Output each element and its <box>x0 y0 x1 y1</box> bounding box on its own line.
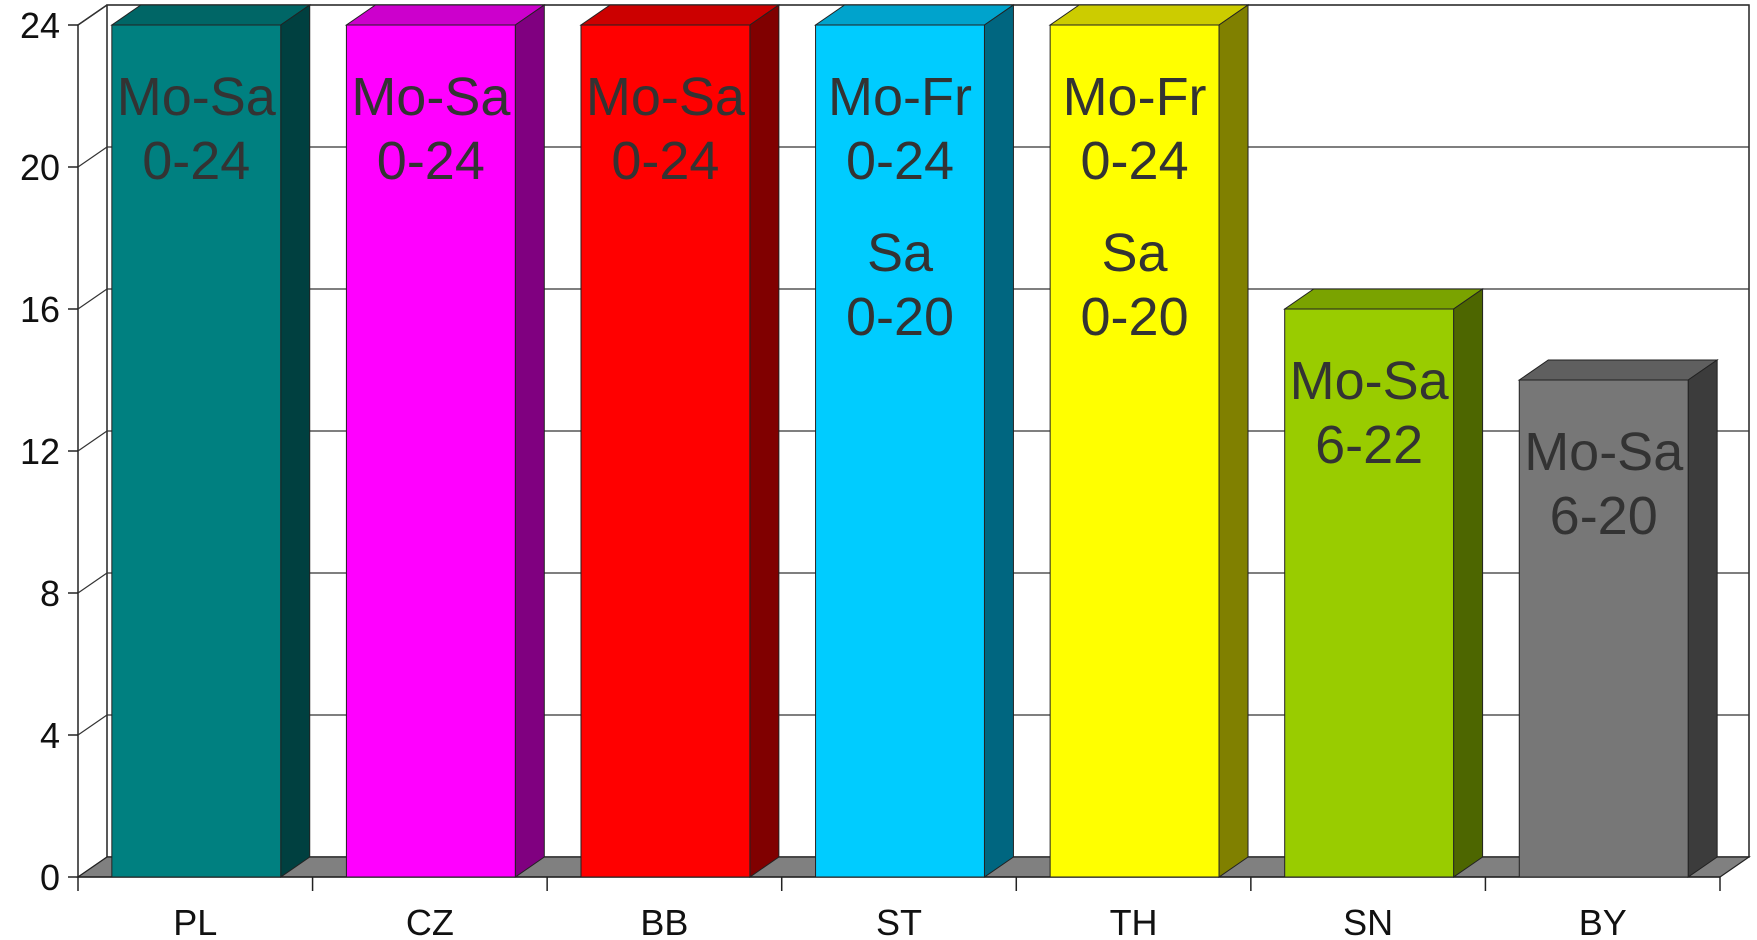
bar-data-label: 0-20 <box>846 287 954 347</box>
gridline-side <box>77 572 108 594</box>
gridline-side <box>77 430 108 452</box>
bar-data-label: Mo-Fr <box>1063 67 1207 127</box>
bar-top <box>344 4 546 26</box>
bar-top <box>1283 288 1485 310</box>
y-tick-label: 4 <box>40 715 60 756</box>
x-category-label: ST <box>876 902 922 940</box>
bar-top <box>1048 4 1250 26</box>
bar-data-label: Mo-Sa <box>1290 351 1450 411</box>
bar-data-label: 0-20 <box>1081 287 1189 347</box>
x-category-label: BY <box>1579 902 1627 940</box>
gridline-side <box>77 714 108 736</box>
bar-side <box>1687 359 1718 878</box>
bar <box>345 24 516 878</box>
bar-top <box>1517 359 1719 381</box>
bar-data-label: 0-24 <box>377 131 485 191</box>
bar-top <box>579 4 781 26</box>
x-category-label: CZ <box>406 902 454 940</box>
gridline-side <box>77 146 108 168</box>
bar-data-label: Mo-Sa <box>1524 422 1684 482</box>
bar-side <box>1453 288 1484 878</box>
bar-data-label: 0-24 <box>611 131 719 191</box>
bar <box>1284 308 1455 878</box>
bar-data-label: 6-20 <box>1550 486 1658 546</box>
bar-data-label: Mo-Sa <box>117 67 277 127</box>
bar <box>580 24 751 878</box>
x-category-label: BB <box>640 902 688 940</box>
bar-side <box>280 4 311 878</box>
y-tick-label: 16 <box>20 289 60 330</box>
bar-data-label: 0-24 <box>846 131 954 191</box>
bar-data-label: Mo-Sa <box>351 67 511 127</box>
x-category-label: PL <box>173 902 217 940</box>
bar <box>815 24 985 878</box>
bar <box>1518 379 1689 878</box>
bar-top <box>110 4 312 26</box>
bar-data-label: 0-24 <box>142 131 250 191</box>
bar-data-label: 0-24 <box>1081 131 1189 191</box>
bar-side <box>1218 4 1249 878</box>
bar-side <box>983 4 1014 878</box>
bar-top <box>813 4 1016 26</box>
bar-data-label: Mo-Fr <box>828 67 972 127</box>
bar-side <box>514 4 545 878</box>
gridline-side <box>77 288 108 310</box>
y-tick-label: 12 <box>20 431 60 472</box>
x-category-label: TH <box>1110 902 1158 940</box>
y-tick-label: 0 <box>40 857 60 898</box>
bar-data-label: Mo-Sa <box>586 67 746 127</box>
y-tick-label: 8 <box>40 573 60 614</box>
y-tick-label: 20 <box>20 147 60 188</box>
bar-data-label: Sa <box>1102 223 1169 283</box>
x-category-label: SN <box>1343 902 1393 940</box>
bar-side <box>749 4 780 878</box>
bar <box>111 24 282 878</box>
gridline-side <box>77 4 108 26</box>
bar-data-label: Sa <box>867 223 934 283</box>
bar <box>1049 24 1220 878</box>
bar-data-label: 6-22 <box>1315 415 1423 475</box>
y-tick-label: 24 <box>20 5 60 46</box>
